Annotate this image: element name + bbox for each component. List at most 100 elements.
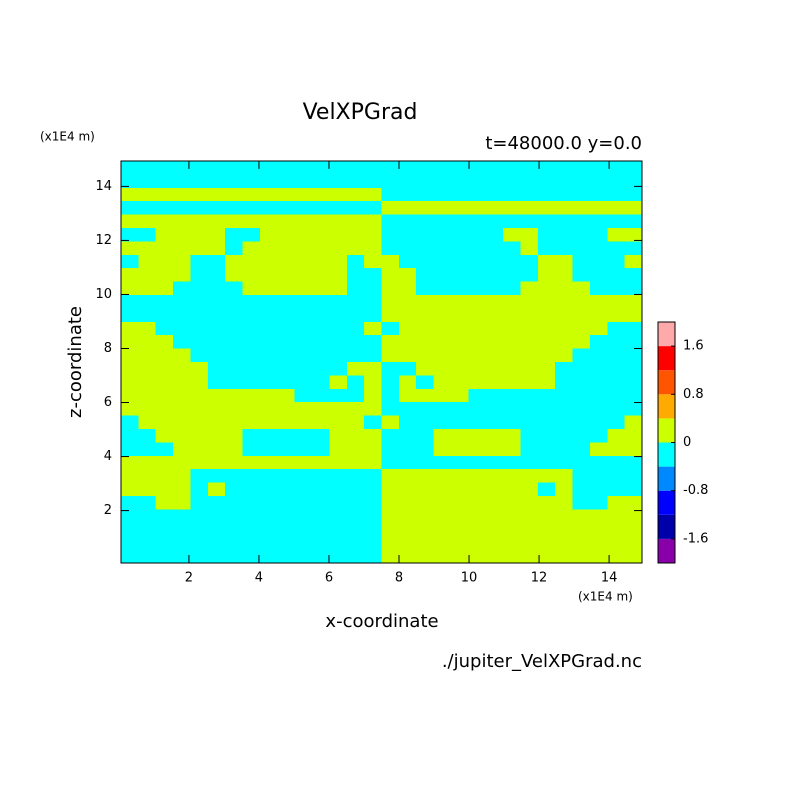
field-cell	[589, 522, 608, 537]
field-cell	[138, 522, 157, 537]
field-cell	[503, 268, 521, 283]
field-cell	[312, 321, 330, 336]
field-cell	[607, 362, 626, 376]
field-cell	[225, 281, 244, 296]
field-cell	[572, 187, 591, 202]
field-cell	[503, 482, 521, 497]
field-cell	[138, 415, 157, 430]
field-cell	[589, 254, 608, 269]
field-cell	[624, 161, 643, 175]
colorbar-segment	[658, 322, 675, 347]
field-cell	[398, 375, 417, 390]
field-cell	[589, 362, 608, 376]
field-cell	[173, 281, 191, 296]
field-cell	[190, 388, 209, 403]
field-cell	[624, 308, 643, 323]
field-cell	[485, 335, 504, 350]
field-cell	[485, 187, 504, 202]
field-cell	[450, 549, 469, 564]
field-cell	[277, 295, 296, 309]
field-cell	[190, 429, 209, 443]
field-cell	[190, 161, 209, 175]
field-cell	[225, 469, 244, 484]
field-cell	[537, 375, 556, 390]
field-cell	[537, 321, 556, 336]
field-cell	[329, 429, 348, 443]
field-cell	[207, 442, 226, 457]
field-cell	[537, 228, 556, 242]
field-cell	[225, 496, 244, 510]
field-cell	[520, 335, 539, 350]
field-cell	[589, 388, 608, 403]
field-cell	[207, 429, 226, 443]
field-cell	[364, 321, 382, 336]
field-cell	[155, 308, 174, 323]
field-cell	[398, 429, 417, 443]
field-cell	[503, 442, 521, 457]
field-cell	[329, 402, 348, 417]
field-cell	[416, 549, 435, 564]
field-cell	[624, 228, 643, 242]
field-cell	[190, 375, 209, 390]
field-cell	[624, 388, 643, 403]
field-cell	[277, 469, 296, 484]
field-cell	[450, 228, 469, 242]
field-cell	[485, 295, 504, 309]
field-cell	[381, 415, 400, 430]
field-cell	[450, 281, 469, 296]
field-cell	[381, 549, 400, 564]
field-cell	[173, 268, 191, 283]
colorbar-segment	[658, 466, 675, 491]
field-cell	[485, 415, 504, 430]
field-cell	[312, 455, 330, 470]
field-cell	[589, 549, 608, 564]
y-tick-label: 4	[104, 449, 112, 464]
field-cell	[312, 174, 330, 189]
field-cell	[190, 362, 209, 376]
field-cell	[329, 496, 348, 510]
field-cell	[277, 174, 296, 189]
field-cell	[207, 348, 226, 363]
field-cell	[190, 522, 209, 537]
field-cell	[277, 482, 296, 497]
field-cell	[346, 228, 365, 242]
field-cell	[312, 388, 330, 403]
field-cell	[520, 321, 539, 336]
field-cell	[572, 241, 591, 256]
field-cell	[450, 496, 469, 510]
field-cell	[294, 469, 313, 484]
field-cell	[242, 482, 261, 497]
field-cell	[624, 174, 643, 189]
field-cell	[121, 388, 139, 403]
field-cell	[624, 402, 643, 417]
field-cell	[607, 161, 626, 175]
field-cell	[138, 388, 157, 403]
field-cell	[277, 335, 296, 350]
field-cell	[225, 549, 244, 564]
field-cell	[155, 496, 174, 510]
field-cell	[520, 388, 539, 403]
field-cell	[364, 536, 382, 551]
field-cell	[294, 442, 313, 457]
field-cell	[155, 335, 174, 350]
field-cell	[294, 281, 313, 296]
field-cell	[207, 254, 226, 269]
field-cell	[468, 375, 487, 390]
field-cell	[433, 415, 452, 430]
field-cell	[225, 228, 244, 242]
field-cell	[138, 536, 157, 551]
plot-frame	[120, 160, 643, 564]
field-cell	[190, 536, 209, 551]
field-cell	[503, 187, 521, 202]
field-cell	[329, 281, 348, 296]
field-cell	[346, 281, 365, 296]
y-axis-label: z-coordinate	[65, 306, 86, 418]
y-tick-label: 10	[95, 287, 112, 302]
field-cell	[589, 161, 608, 175]
field-cell	[121, 348, 139, 363]
field-cell	[173, 375, 191, 390]
field-cell	[190, 549, 209, 564]
field-cell	[329, 415, 348, 430]
field-cell	[468, 455, 487, 470]
field-cell	[416, 482, 435, 497]
